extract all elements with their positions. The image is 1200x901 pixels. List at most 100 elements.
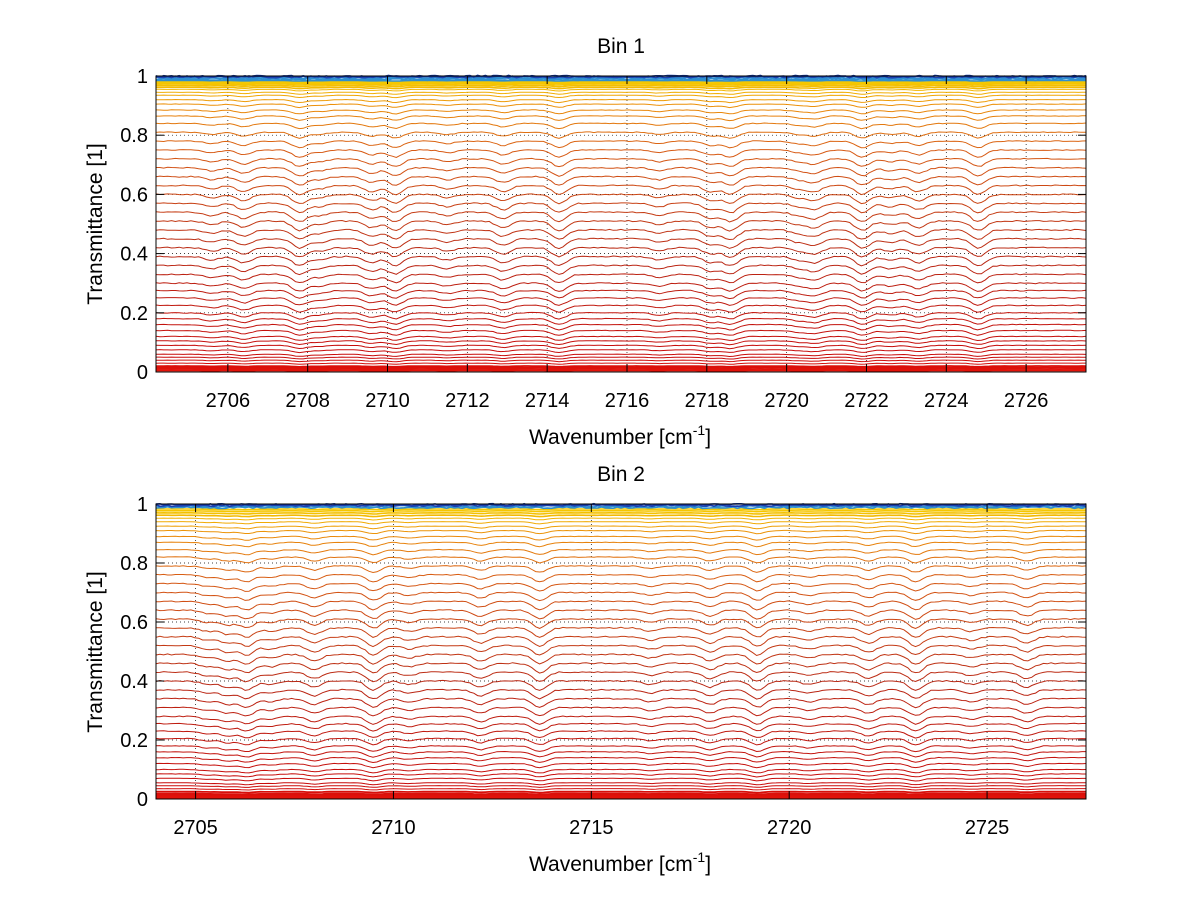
x-tick-label: 2712	[445, 390, 490, 412]
x-tick-label: 2720	[764, 390, 809, 412]
series-line	[155, 548, 1087, 556]
series-line	[156, 86, 1087, 90]
series-line	[155, 618, 1087, 630]
y-tick-label: 1	[137, 494, 148, 516]
series-line	[155, 635, 1087, 648]
axes-frame-bin1	[155, 75, 1087, 373]
ticks-bin1: 2706 2708 2710 2712 2714 2716 2718 2720 2722 2724…	[120, 66, 1086, 412]
series-line	[156, 157, 1087, 168]
series-line	[155, 511, 1086, 515]
axes-frame-bin2	[155, 503, 1087, 800]
series-line	[155, 785, 1086, 788]
series-line	[155, 311, 1087, 320]
x-tick-label: 2725	[965, 817, 1010, 839]
series-line	[156, 356, 1087, 360]
series-line	[155, 335, 1087, 342]
series-line	[155, 768, 1087, 774]
series-line	[155, 609, 1087, 620]
series-line	[155, 706, 1087, 717]
series-line	[155, 777, 1086, 782]
y-tick-label: 0.2	[120, 303, 148, 325]
series-line	[155, 109, 1087, 115]
series-line	[155, 600, 1087, 611]
series-line	[156, 94, 1086, 99]
series-line	[155, 573, 1087, 583]
series-line	[156, 366, 1087, 370]
subplot-bin2: Bin 2 2705 2710 2715 2720 2725 0 0.2 0.4 0.6 0.8 1…	[84, 463, 1087, 876]
x-tick-label: 2720	[767, 817, 812, 839]
x-tick-label: 2705	[173, 817, 218, 839]
series-line	[155, 297, 1087, 306]
series-line	[155, 122, 1087, 130]
series-line	[156, 514, 1086, 518]
series-line	[156, 756, 1087, 764]
series-line	[156, 166, 1087, 177]
series-line	[155, 762, 1087, 769]
series-line	[156, 184, 1087, 196]
series-line	[155, 722, 1086, 732]
series-line	[155, 730, 1087, 739]
series-line	[155, 264, 1087, 276]
series-line	[155, 219, 1087, 232]
x-axis-label-sup-bin2: -1	[693, 849, 706, 865]
x-tick-label: 2714	[525, 390, 570, 412]
grid-bin1	[156, 75, 1086, 373]
ticks-bin2: 2705 2710 2715 2720 2725 0 0.2 0.4 0.6 0.8 1	[120, 494, 1086, 839]
series-line	[155, 541, 1087, 548]
series-line	[155, 193, 1087, 205]
series-line	[155, 671, 1087, 683]
series-line	[155, 688, 1087, 700]
y-tick-label: 0	[137, 789, 148, 811]
series-line	[155, 103, 1087, 109]
series-line	[156, 790, 1087, 794]
series-line	[155, 745, 1087, 753]
series-line	[155, 237, 1087, 250]
series-line	[155, 535, 1087, 541]
x-tick-label: 2706	[206, 390, 251, 412]
y-tick-label: 0.6	[120, 184, 148, 206]
series-line	[156, 792, 1086, 796]
x-axis-label-text-bin1: Wavenumber [cm	[529, 426, 693, 449]
series-line	[155, 255, 1087, 267]
series-line	[156, 81, 1086, 85]
series-line	[155, 246, 1087, 258]
series-line	[156, 80, 1087, 84]
x-tick-label: 2722	[844, 390, 889, 412]
series-line	[155, 344, 1087, 350]
series-line	[155, 582, 1087, 592]
x-tick-label: 2726	[1004, 390, 1049, 412]
series-line	[156, 365, 1087, 368]
series-line	[155, 644, 1087, 657]
y-tick-label: 0	[137, 362, 148, 384]
series-line	[155, 505, 1087, 510]
y-tick-label: 0.6	[120, 612, 148, 634]
series-line	[155, 329, 1087, 336]
series-line	[155, 626, 1087, 638]
series-line	[155, 228, 1087, 241]
series-line	[155, 289, 1087, 300]
series-line	[155, 362, 1086, 365]
series-line	[155, 304, 1087, 313]
series-line	[155, 349, 1087, 354]
series-line	[155, 83, 1086, 86]
series-line	[156, 715, 1087, 725]
series-line	[155, 788, 1086, 791]
y-tick-label: 0.8	[120, 553, 148, 575]
x-tick-label: 2724	[924, 390, 969, 412]
y-tick-label: 0.4	[120, 671, 148, 693]
x-tick-label: 2715	[569, 817, 614, 839]
series-line	[155, 679, 1087, 691]
series-group-bin2	[155, 502, 1087, 800]
series-line	[155, 565, 1087, 574]
series-line	[155, 782, 1086, 786]
series-line	[156, 317, 1087, 326]
series-line	[155, 662, 1087, 674]
series-line	[155, 529, 1087, 535]
x-tick-label: 2710	[365, 390, 410, 412]
series-line	[155, 697, 1087, 709]
series-line	[155, 556, 1087, 564]
grid-bin2	[156, 503, 1086, 800]
series-line	[156, 509, 1086, 513]
series-line	[155, 149, 1087, 159]
